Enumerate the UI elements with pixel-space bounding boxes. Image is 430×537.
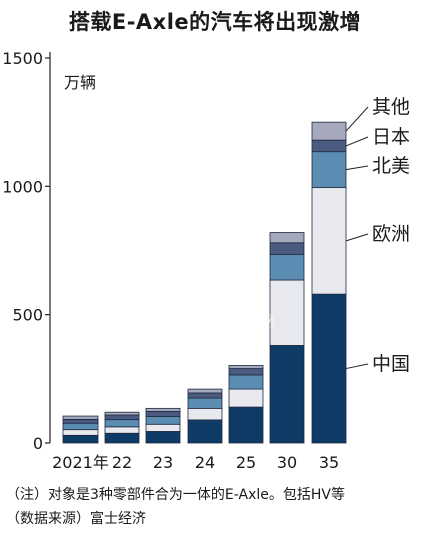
series-leader-line [345, 106, 369, 132]
chart-title: 搭载E-Axle的汽车将出现激增 [68, 10, 362, 34]
y-axis-unit: 万辆 [64, 73, 96, 92]
series-label: 欧洲 [372, 223, 410, 245]
bar-segment [311, 151, 347, 189]
bar-segment [187, 388, 223, 394]
bar-segment [228, 368, 264, 376]
bar-segment [228, 374, 264, 390]
bar-segment [269, 232, 305, 244]
x-tick-label: 25 [236, 453, 256, 472]
bar-segment [145, 407, 181, 412]
x-tick-label: 22 [112, 453, 132, 472]
y-tick-label: 500 [12, 306, 43, 325]
series-label: 日本 [372, 126, 410, 148]
x-tick-label: 23 [153, 453, 173, 472]
bar-segment [62, 415, 99, 420]
bar-segment [311, 139, 347, 153]
bar-segment [104, 419, 140, 428]
bar-segment [104, 432, 140, 444]
bar-segment [62, 434, 99, 444]
bar-segment [62, 429, 99, 436]
bar-segment [104, 414, 140, 421]
bar-segment [269, 242, 305, 255]
bar-segment [187, 392, 223, 399]
y-tick-label: 1000 [2, 177, 43, 196]
bar-segment [145, 431, 181, 444]
bar-segment [62, 422, 99, 431]
bar-segment [187, 419, 223, 444]
series-label: 北美 [372, 155, 410, 177]
bar-segment [269, 253, 305, 281]
series-leader-line [345, 233, 369, 242]
bar-segment [311, 293, 347, 444]
y-tick-label: 1500 [2, 49, 43, 68]
series-label: 其他 [372, 96, 410, 118]
chart-source: （数据来源）富士经济 [6, 511, 146, 527]
bar-segment [311, 121, 347, 141]
bar-segment [145, 423, 181, 432]
series-leader-line [345, 136, 369, 147]
x-tick-label: 24 [195, 453, 215, 472]
series-leader-line [345, 165, 369, 171]
x-tick-label: 30 [277, 453, 297, 472]
bar-segment [187, 397, 223, 409]
series-label: 中国 [372, 353, 410, 375]
bar-segment [228, 365, 264, 369]
bar-segment [228, 388, 264, 408]
bar-segment [187, 407, 223, 421]
y-tick-label: 0 [33, 434, 43, 453]
bar-segment [228, 406, 264, 444]
chart-note: （注）对象是3种零部件合为一体的E-Axle。包括HV等 [6, 487, 345, 503]
bar-segment [104, 426, 140, 434]
bar-segment [269, 345, 305, 444]
bar-segment [104, 411, 140, 416]
bar-segment [62, 418, 99, 424]
watermark: 日经中文网 [188, 312, 278, 330]
bar-segment [145, 411, 181, 417]
bar-segment [269, 279, 305, 346]
bar-segment [145, 416, 181, 425]
x-tick-label: 35 [319, 453, 339, 472]
series-leader-line [345, 363, 369, 370]
x-tick-label: 2021年 [52, 453, 109, 472]
bar-segment [311, 187, 347, 295]
